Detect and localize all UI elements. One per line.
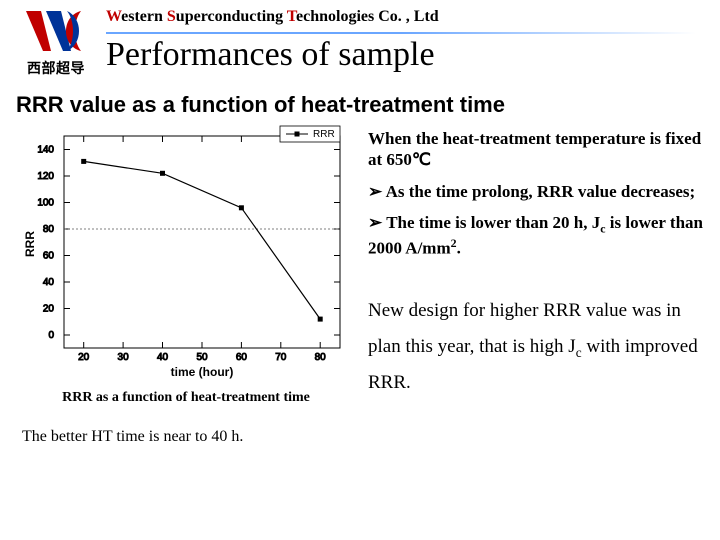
svg-text:RRR: RRR xyxy=(23,231,37,257)
chart-note: The better HT time is near to 40 h. xyxy=(16,428,243,446)
logo-subtext: 西部超导 xyxy=(27,58,85,78)
chart-caption: RRR as a function of heat-treatment time xyxy=(62,390,310,406)
svg-text:70: 70 xyxy=(275,352,287,363)
bullet-2: ➢ The time is lower than 20 h, Jc is low… xyxy=(368,212,704,259)
intro-text: When the heat-treatment temperature is f… xyxy=(368,128,704,171)
title-block: Western Superconducting Technologies Co.… xyxy=(106,6,696,74)
svg-text:60: 60 xyxy=(43,251,55,262)
svg-text:80: 80 xyxy=(43,224,55,235)
svg-text:100: 100 xyxy=(37,198,54,209)
company-name: Western Superconducting Technologies Co.… xyxy=(106,8,696,26)
svg-text:RRR: RRR xyxy=(313,129,335,140)
svg-text:40: 40 xyxy=(43,277,55,288)
svg-text:60: 60 xyxy=(236,352,248,363)
svg-text:140: 140 xyxy=(37,145,54,156)
svg-text:120: 120 xyxy=(37,171,54,182)
svg-text:30: 30 xyxy=(118,352,130,363)
svg-text:time (hour): time (hour) xyxy=(171,365,234,379)
svg-text:0: 0 xyxy=(48,330,54,341)
logo-block: 西部超导 xyxy=(16,6,96,78)
svg-text:40: 40 xyxy=(157,352,169,363)
svg-text:20: 20 xyxy=(78,352,90,363)
chart-column: 0 20 40 60 80 100 120 140 20 30 40 50 60… xyxy=(16,124,356,446)
page-title: Performances of sample xyxy=(106,36,696,74)
svg-text:20: 20 xyxy=(43,304,55,315)
slide-header: 西部超导 Western Superconducting Technologie… xyxy=(16,6,704,78)
content-row: 0 20 40 60 80 100 120 140 20 30 40 50 60… xyxy=(16,124,704,446)
text-column: When the heat-treatment temperature is f… xyxy=(368,124,704,446)
svg-text:50: 50 xyxy=(196,352,208,363)
company-logo-icon xyxy=(21,6,91,56)
svg-text:80: 80 xyxy=(315,352,327,363)
conclusion-text: New design for higher RRR value was in p… xyxy=(368,293,704,401)
rrr-line-chart: 0 20 40 60 80 100 120 140 20 30 40 50 60… xyxy=(16,124,356,384)
section-subheading: RRR value as a function of heat-treatmen… xyxy=(16,92,704,118)
bullet-1: ➢ As the time prolong, RRR value decreas… xyxy=(368,181,704,202)
